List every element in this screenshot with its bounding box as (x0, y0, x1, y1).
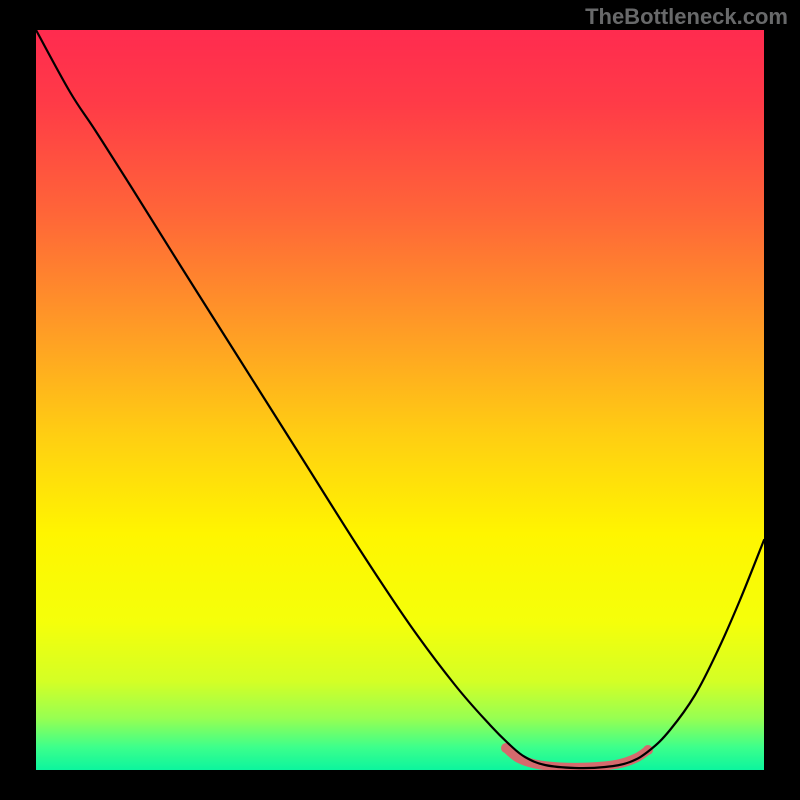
bottleneck-curve-chart (0, 0, 800, 800)
chart-container: { "watermark": { "text": "TheBottleneck.… (0, 0, 800, 800)
watermark-text: TheBottleneck.com (585, 4, 788, 30)
gradient-background (36, 30, 764, 770)
